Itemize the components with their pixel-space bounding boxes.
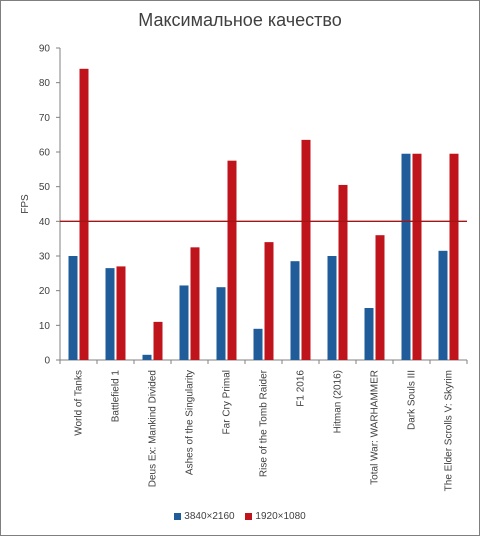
y-tick-label: 30 (39, 252, 51, 263)
bar-series-2 (412, 153, 422, 360)
bar-series-1 (438, 250, 448, 360)
bar-series-2 (190, 247, 200, 360)
x-category-label: F1 2016 (296, 370, 307, 407)
bar-series-1 (216, 287, 226, 360)
bar-series-2 (227, 160, 237, 360)
legend-swatch-series-2 (245, 513, 253, 520)
x-category-label: Dark Souls III (407, 370, 418, 430)
y-tick-label: 0 (44, 356, 50, 367)
legend-label-series-2: 1920×1080 (255, 511, 306, 522)
y-tick-label: 20 (39, 286, 51, 297)
bar-series-1 (327, 256, 337, 360)
bar-series-2 (116, 266, 126, 360)
x-category-label: Far Cry Primal (222, 370, 233, 434)
x-category-label: Ashes of the Singularity (185, 370, 196, 475)
x-category-label: World of Tanks (74, 370, 85, 436)
legend-item-series-2: 1920×1080 (245, 511, 306, 522)
y-tick-label: 60 (39, 148, 51, 159)
x-category-label: Total War: WARHAMMER (370, 370, 381, 485)
y-axis-title: FPS (20, 194, 31, 214)
legend-item-series-1: 3840×2160 (174, 511, 235, 522)
y-tick-label: 40 (39, 217, 51, 228)
x-category-label: Hitman (2016) (333, 370, 344, 433)
bar-series-1 (401, 153, 411, 360)
bar-series-2 (449, 153, 459, 360)
bar-series-1 (364, 308, 374, 360)
chart-title: Максимальное качество (138, 10, 342, 30)
bar-series-2 (375, 235, 385, 360)
x-category-label: The Elder Scrolls V: Skyrim (444, 370, 455, 491)
bar-series-2 (153, 321, 163, 360)
bar-series-1 (142, 354, 152, 360)
legend-swatch-series-1 (174, 513, 182, 520)
bar-series-2 (79, 68, 89, 361)
bar-series-1 (253, 328, 263, 360)
y-tick-label: 90 (39, 44, 51, 55)
x-category-label: Battlefield 1 (111, 370, 122, 423)
y-tick-label: 50 (39, 182, 51, 193)
y-tick-label: 10 (39, 321, 51, 332)
bar-series-1 (179, 285, 189, 360)
bar-series-1 (290, 261, 300, 360)
y-tick-label: 70 (39, 113, 51, 124)
x-category-label: Deus Ex: Mankind Divided (148, 370, 159, 487)
legend-label-series-1: 3840×2160 (184, 511, 235, 522)
bar-series-1 (105, 268, 115, 360)
y-tick-label: 80 (39, 78, 51, 89)
bar-series-2 (338, 184, 348, 360)
bar-series-1 (68, 256, 78, 360)
x-category-label: Rise of the Tomb Raider (259, 369, 270, 477)
bar-series-2 (264, 242, 274, 360)
chart-legend: 3840×2160 1920×1080 (0, 511, 480, 523)
bar-series-2 (301, 139, 311, 360)
